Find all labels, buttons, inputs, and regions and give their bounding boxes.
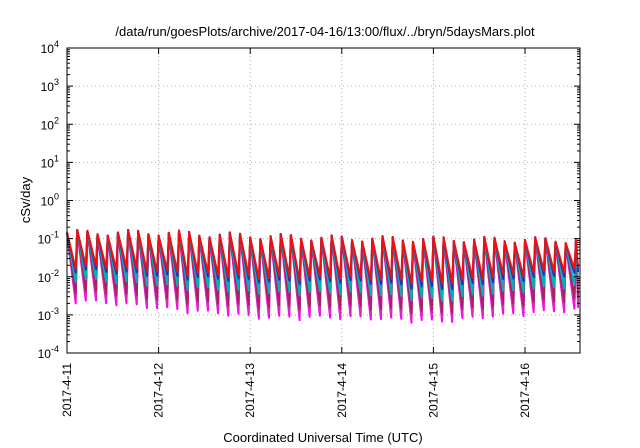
axis-ticks <box>66 47 580 354</box>
y-tick-label: 102 <box>41 115 59 132</box>
x-tick-label: 2017-4-16 <box>518 363 532 418</box>
x-tick-label: 2017-4-15 <box>426 363 440 418</box>
series-group <box>66 229 580 324</box>
x-tick-label: 2017-4-13 <box>243 363 257 418</box>
y-tick-label: 101 <box>41 153 59 170</box>
y-tick-label: 10-1 <box>38 230 59 247</box>
x-tick-label: 2017-4-11 <box>60 363 74 417</box>
x-tick-labels: 2017-4-11 2017-4-12 2017-4-13 2017-4-14 2017… <box>60 363 532 418</box>
y-tick-label: 10-3 <box>38 306 59 323</box>
y-tick-label: 100 <box>41 192 59 209</box>
x-axis-label: Coordinated Universal Time (UTC) <box>223 430 422 445</box>
y-tick-labels: 10-4 10-3 10-2 10-1 100 101 102 103 104 <box>38 39 59 361</box>
y-tick-label: 10-2 <box>38 268 59 285</box>
x-tick-label: 2017-4-14 <box>335 363 349 418</box>
y-tick-label: 103 <box>41 77 59 94</box>
grid-lines <box>67 48 580 353</box>
y-tick-label: 104 <box>41 39 59 56</box>
y-axis-label: cSv/day <box>18 176 33 223</box>
chart-title: /data/run/goesPlots/archive/2017-04-16/1… <box>115 24 535 39</box>
x-tick-label: 2017-4-12 <box>152 363 166 418</box>
y-tick-label: 10-4 <box>38 344 59 361</box>
series-line <box>66 229 580 285</box>
